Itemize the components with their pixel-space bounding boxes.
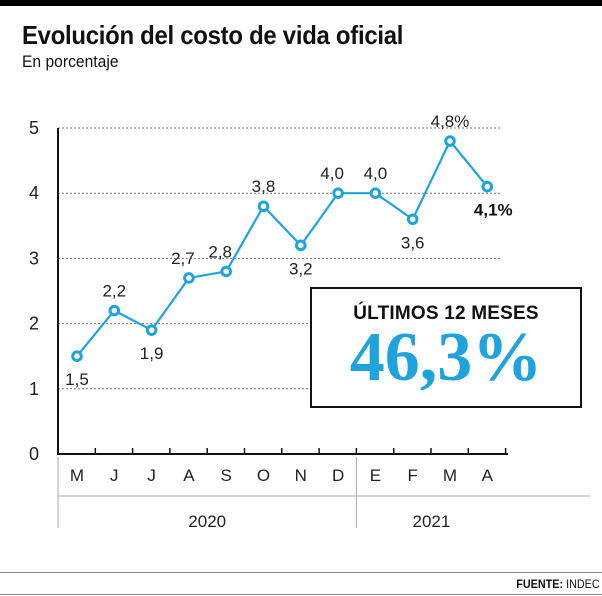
data-point	[108, 304, 121, 317]
source-label: FUENTE:	[516, 577, 564, 591]
x-tick-label: J	[110, 466, 119, 485]
footer-rule-top	[0, 572, 602, 573]
data-label: 3,2	[289, 259, 313, 278]
x-tick-label: A	[482, 466, 494, 485]
data-point	[332, 187, 344, 199]
data-point	[145, 324, 158, 336]
footer-rule-bottom	[0, 594, 602, 595]
x-tick-label: M	[443, 466, 457, 485]
data-label: 2,2	[102, 282, 126, 301]
x-tick-label: F	[408, 466, 418, 485]
y-tick-label: 3	[29, 248, 39, 268]
series-line	[76, 139, 489, 357]
data-label: 4,1%	[474, 201, 513, 220]
data-point	[444, 135, 456, 147]
y-tick-label: 5	[29, 118, 39, 138]
chart-title: Evolución del costo de vida oficial	[22, 20, 404, 50]
data-point	[369, 187, 382, 199]
data-point	[257, 200, 270, 213]
data-point	[295, 239, 307, 252]
y-tick-label: 4	[29, 183, 39, 203]
annual-inflation-box: ÚLTIMOS 12 MESES 46,3%	[310, 287, 582, 408]
source-value: INDEC	[566, 577, 600, 591]
data-point	[406, 213, 419, 226]
data-label: 2,7	[171, 249, 195, 268]
x-tick-label: D	[332, 466, 344, 485]
data-label: 3,6	[401, 233, 425, 252]
year-label: 2020	[188, 512, 226, 531]
x-tick-label: A	[183, 466, 195, 485]
year-label: 2021	[412, 512, 450, 531]
y-tick-label: 0	[29, 444, 39, 464]
data-point	[183, 272, 195, 284]
data-label: 2,8	[208, 242, 232, 261]
data-point	[71, 350, 83, 363]
x-tick-label: J	[147, 466, 156, 485]
x-tick-label: E	[370, 466, 381, 485]
y-tick-label: 2	[29, 314, 39, 334]
source-note: FUENTE: INDEC	[517, 577, 600, 591]
data-label: 1,5	[65, 370, 89, 389]
annual-inflation-value: 46,3%	[349, 319, 543, 396]
chart-subtitle: En porcentaje	[22, 52, 119, 71]
x-tick-label: S	[221, 466, 232, 485]
data-point	[220, 265, 232, 278]
data-point	[481, 180, 494, 193]
data-label: 1,9	[140, 344, 164, 363]
data-label: 4,8%	[431, 112, 470, 131]
top-rule	[0, 0, 602, 6]
data-label: 4,0	[364, 164, 388, 183]
x-tick-label: O	[257, 466, 270, 485]
data-label: 3,8	[252, 177, 276, 196]
x-tick-label: N	[295, 466, 307, 485]
y-tick-label: 1	[29, 379, 39, 399]
x-tick-label: M	[70, 466, 84, 485]
data-label: 4,0	[320, 164, 344, 183]
annual-inflation-label: ÚLTIMOS 12 MESES	[353, 303, 539, 324]
